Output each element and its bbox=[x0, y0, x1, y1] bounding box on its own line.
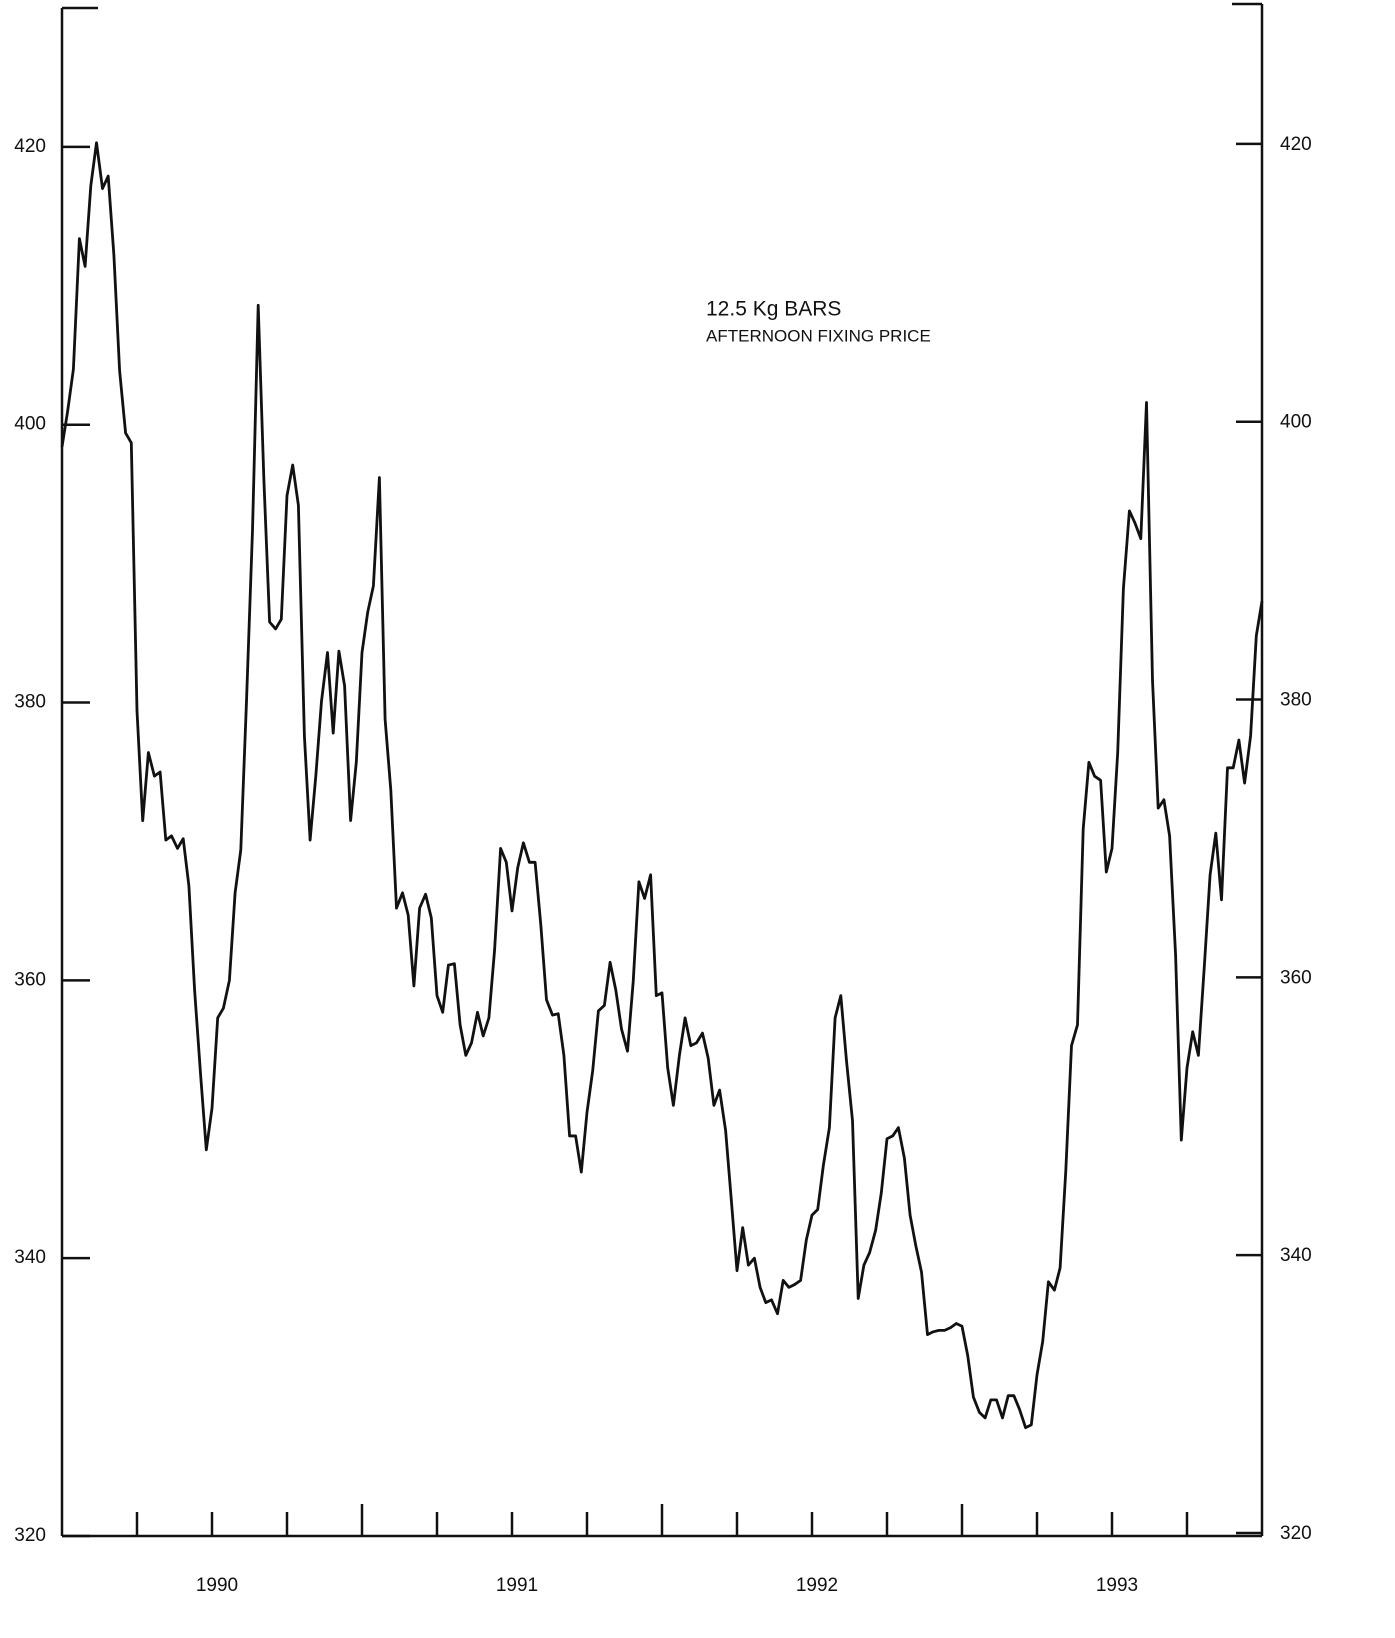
x-tick-label: 1991 bbox=[496, 1575, 538, 1596]
y-tick-label: 320 bbox=[14, 1525, 46, 1546]
price-line bbox=[60, 141, 1264, 1430]
annotation: AFTERNOON FIXING PRICE bbox=[706, 326, 931, 345]
y-tick-label: 360 bbox=[14, 969, 46, 990]
y-tick-label-right: 320 bbox=[1280, 1523, 1312, 1544]
y-tick-label-right: 360 bbox=[1280, 967, 1312, 988]
y-tick-label: 420 bbox=[14, 136, 46, 157]
x-tick-label: 1993 bbox=[1096, 1575, 1138, 1596]
x-tick-label: 1992 bbox=[796, 1575, 838, 1596]
y-tick-label: 400 bbox=[14, 414, 46, 435]
y-tick-label-right: 340 bbox=[1280, 1245, 1312, 1266]
y-tick-label: 340 bbox=[14, 1247, 46, 1268]
y-tick-label-right: 400 bbox=[1280, 412, 1312, 433]
y-tick-label: 380 bbox=[14, 692, 46, 713]
annotation: 12.5 Kg BARS bbox=[706, 298, 841, 321]
x-tick-label: 1990 bbox=[196, 1575, 238, 1596]
y-tick-label-right: 380 bbox=[1280, 690, 1312, 711]
y-tick-label-right: 420 bbox=[1280, 134, 1312, 155]
